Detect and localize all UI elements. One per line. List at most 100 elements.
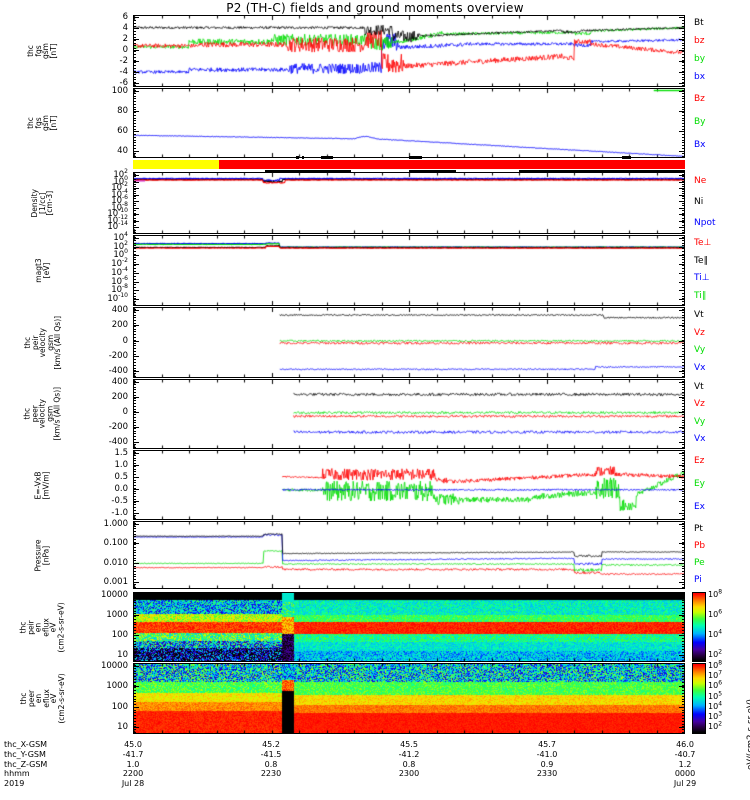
y-minor-tickmark [133, 331, 136, 332]
y-minor-tickmark [682, 348, 685, 349]
colorbar-peer-tick-2: 106 [708, 679, 723, 691]
y-minor-tickmark [133, 284, 136, 285]
y-minor-tickmark [133, 526, 136, 527]
y-minor-tickmark [682, 101, 685, 102]
y-minor-tickmark [682, 428, 685, 429]
y-minor-tickmark [682, 488, 685, 489]
y-minor-tickmark [682, 605, 685, 606]
y-minor-tickmark [133, 104, 136, 105]
y-tick-density-3: 10-4 [111, 187, 128, 200]
colorbar-peir-tick-1: 106 [708, 608, 723, 619]
y-tick-fgs-gsm-babs-1: 80 [117, 106, 128, 116]
x-axis-tick-0-row-2: 1.0 [126, 759, 140, 769]
y-minor-tickmark [682, 638, 685, 639]
y-minor-tickmark [682, 469, 685, 470]
y-tickmark [679, 666, 685, 667]
y-minor-tickmark [682, 373, 685, 374]
y-minor-tickmark [133, 384, 136, 385]
y-minor-tickmark [133, 376, 136, 377]
y-tick-fgs-gsm-b-6: -6 [119, 78, 128, 88]
y-minor-tickmark [682, 323, 685, 324]
y-minor-tickmark [133, 630, 136, 631]
y-minor-tickmark [133, 652, 136, 653]
y-tickmark [133, 382, 139, 383]
y-minor-tickmark [133, 348, 136, 349]
y-minor-tickmark [682, 198, 685, 199]
y-minor-tickmark [133, 428, 136, 429]
y-minor-tickmark [133, 373, 136, 374]
y-minor-tickmark [682, 85, 685, 86]
y-tick-peer-velocity-3: -200 [108, 422, 128, 432]
y-minor-tickmark [682, 354, 685, 355]
y-tickmark [133, 465, 139, 466]
y-tickmark [679, 595, 685, 596]
y-minor-tickmark [682, 290, 685, 291]
y-minor-tickmark [133, 287, 136, 288]
y-minor-tickmark [133, 608, 136, 609]
legend-peir-velocity-Vt: Vt [694, 309, 704, 320]
y-axis-label-fgs-gsm-babs: thc fgs gsm [nT] [26, 115, 58, 131]
legend-fgs-gsm-b-Bt: Bt [694, 18, 704, 28]
plot-canvas-pressure [134, 522, 684, 588]
y-minor-tickmark [133, 406, 136, 407]
y-minor-tickmark [133, 262, 136, 263]
y-tick-efield-4: -0.5 [111, 496, 128, 506]
y-minor-tickmark [682, 442, 685, 443]
y-tickmark [133, 227, 139, 228]
y-tickmark [679, 325, 685, 327]
y-minor-tickmark [133, 142, 136, 143]
y-tick-peir-velocity-0: 400 [111, 305, 128, 315]
y-minor-tickmark [133, 616, 136, 617]
y-minor-tickmark [682, 676, 685, 677]
y-minor-tickmark [682, 597, 685, 598]
y-tickmark [133, 562, 139, 564]
y-minor-tickmark [682, 576, 685, 577]
x-axis-tick-4-row-2: 1.2 [678, 759, 692, 769]
y-minor-tickmark [133, 732, 136, 733]
y-minor-tickmark [133, 482, 136, 483]
y-minor-tickmark [682, 600, 685, 601]
y-tickmark [133, 615, 139, 616]
y-minor-tickmark [133, 563, 136, 564]
y-minor-tickmark [133, 624, 136, 625]
y-tickmark [133, 371, 139, 372]
y-minor-tickmark [682, 184, 685, 185]
y-minor-tickmark [133, 701, 136, 702]
y-minor-tickmark [682, 552, 685, 553]
y-minor-tickmark [133, 96, 136, 97]
y-minor-tickmark [133, 205, 136, 206]
y-minor-tickmark [682, 74, 685, 75]
y-tickmark [133, 501, 139, 502]
y-tickmark [133, 727, 139, 728]
legend-density-Ne: Ne [694, 176, 707, 187]
y-minor-tickmark [133, 26, 136, 27]
y-minor-tickmark [133, 213, 136, 214]
y-minor-tickmark [133, 79, 136, 80]
y-minor-tickmark [682, 60, 685, 61]
y-tickmark [133, 72, 139, 73]
y-minor-tickmark [133, 345, 136, 346]
y-minor-tickmark [133, 425, 136, 426]
y-minor-tickmark [133, 273, 136, 274]
y-tick-peir-velocity-4: -400 [108, 366, 128, 376]
y-tickmark [679, 397, 685, 398]
x-axis-row-label-0: thc_X-GSM [4, 740, 48, 749]
y-minor-tickmark [133, 690, 136, 691]
x-axis-tick-0-row-1: -41.7 [122, 749, 144, 759]
y-tick-magt3-4: 10-4 [111, 266, 128, 278]
y-minor-tickmark [682, 243, 685, 244]
y-minor-tickmark [682, 96, 685, 97]
y-minor-tickmark [682, 79, 685, 80]
y-tick-peir-velocity-2: 0 [122, 335, 128, 346]
y-minor-tickmark [133, 123, 136, 124]
legend-efield-Ex: Ex [694, 502, 706, 513]
y-minor-tickmark [682, 563, 685, 564]
y-minor-tickmark [133, 37, 136, 38]
y-tickmark [133, 39, 139, 40]
y-minor-tickmark [133, 254, 136, 255]
colorbar-peir-tick-2: 104 [708, 628, 723, 639]
y-tick-peer-en-eflux-1: 1000 [106, 681, 128, 692]
y-minor-tickmark [133, 452, 136, 453]
y-tickmark [133, 214, 139, 215]
y-minor-tickmark [682, 265, 685, 266]
